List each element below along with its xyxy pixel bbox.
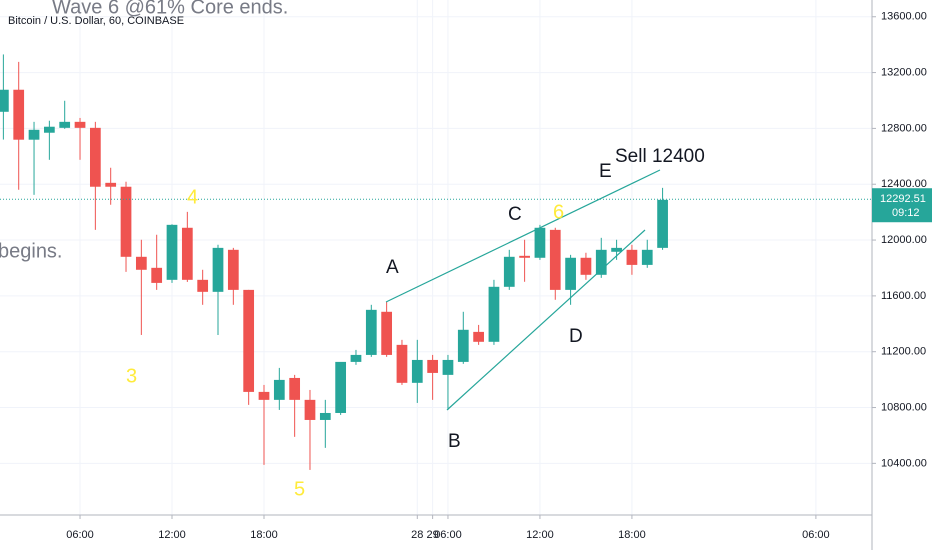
candle-body xyxy=(534,227,546,258)
candle-body xyxy=(519,255,530,258)
wave-label: 4 xyxy=(187,186,198,208)
x-tick-label: 28 xyxy=(411,529,423,541)
x-tick-label: 18:00 xyxy=(618,529,646,541)
candle-body xyxy=(105,182,117,187)
candle-body xyxy=(135,256,147,270)
candle-body xyxy=(565,257,576,290)
candle-body xyxy=(227,249,239,290)
candle-body xyxy=(243,289,255,392)
annotation: Wave 6 @61% Core ends. xyxy=(52,0,288,18)
axes: 10400.00 10800.00 11200.00 11600.00 12000.00… xyxy=(66,11,932,541)
candle-body xyxy=(181,227,193,280)
candle-body xyxy=(258,391,270,400)
candle-body xyxy=(427,359,438,373)
y-tick-label: 11600.00 xyxy=(881,290,926,302)
candle-body xyxy=(43,126,55,133)
candle-body xyxy=(335,361,347,413)
point-label: E xyxy=(599,161,612,182)
candle-body xyxy=(580,257,592,275)
annotation: begins. xyxy=(0,240,63,262)
grid xyxy=(0,0,872,515)
y-tick-label: 12000.00 xyxy=(881,234,927,246)
point-label: B xyxy=(448,431,461,452)
wave-label: 6 xyxy=(553,201,564,223)
wave-label: 5 xyxy=(294,478,305,500)
symbol-title: Bitcoin / U.S. Dollar, 60, COINBASE xyxy=(8,15,184,27)
y-tick-label: 10400.00 xyxy=(881,457,927,469)
candle-body xyxy=(89,127,101,187)
x-tick-label: 06:00 xyxy=(66,529,94,541)
candle-body xyxy=(59,121,71,128)
countdown-label: 09:12 xyxy=(892,207,920,219)
candle-body xyxy=(74,121,86,128)
candle-body xyxy=(595,249,607,275)
candle-body xyxy=(166,224,178,280)
x-tick-label: 12:00 xyxy=(526,529,554,541)
candle-body xyxy=(503,256,515,287)
candle-body xyxy=(611,247,622,252)
candle-body xyxy=(197,279,209,292)
candle-body xyxy=(488,286,500,342)
x-tick-label: 06:00 xyxy=(802,529,830,541)
candle-body xyxy=(304,399,316,420)
candle-body xyxy=(13,89,25,140)
x-tick-label: 29 xyxy=(427,529,439,541)
x-tick-label: 06:00 xyxy=(434,529,462,541)
y-tick-label: 12800.00 xyxy=(881,122,927,134)
candle-body xyxy=(151,267,163,283)
candle-body xyxy=(212,247,224,292)
candle-body xyxy=(350,354,362,362)
candle-body xyxy=(626,249,638,265)
candle-body xyxy=(473,331,484,342)
y-tick-label: 10800.00 xyxy=(881,401,927,413)
y-tick-label: 13600.00 xyxy=(881,11,927,23)
candle-body xyxy=(411,359,423,383)
candle-body xyxy=(0,89,9,112)
candle-body xyxy=(457,329,469,362)
candle-body xyxy=(273,379,285,400)
y-tick-label: 11200.00 xyxy=(881,346,926,358)
wave-label: 3 xyxy=(126,365,137,387)
y-tick-label: 12400.00 xyxy=(881,178,927,190)
candle-body xyxy=(28,129,40,140)
candle-body xyxy=(120,186,132,257)
y-tick-label: 13200.00 xyxy=(881,66,927,78)
last-price-tag xyxy=(872,188,932,223)
annotation: Sell 12400 xyxy=(615,146,705,167)
candle-body xyxy=(381,311,393,355)
last-price-label: 12292.51 xyxy=(880,193,926,205)
candle-body xyxy=(319,412,331,420)
point-label: C xyxy=(508,204,522,225)
candle-body xyxy=(657,199,668,248)
candle-body xyxy=(442,359,454,375)
point-label: A xyxy=(386,257,399,278)
candle-body xyxy=(289,377,301,400)
lower-trend-line xyxy=(446,229,646,411)
candle-body xyxy=(396,344,408,383)
x-tick-label: 12:00 xyxy=(158,529,186,541)
candles xyxy=(0,54,872,470)
upper-trend-line xyxy=(385,169,661,303)
candle-body xyxy=(641,249,653,265)
point-label: D xyxy=(569,326,583,347)
candle-body xyxy=(549,229,561,290)
candle-body xyxy=(365,309,377,355)
x-tick-label: 18:00 xyxy=(250,529,278,541)
